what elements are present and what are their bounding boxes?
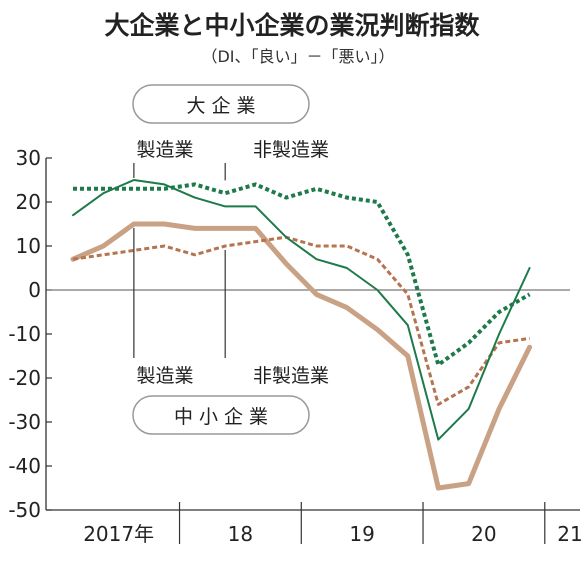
y-tick-label: 10	[16, 234, 41, 258]
y-tick-label: -50	[8, 498, 41, 522]
y-tick-label: 30	[16, 146, 41, 170]
x-year-label: 20	[471, 522, 496, 546]
y-tick-label: -10	[8, 322, 41, 346]
series-line-large-manufacturing	[72, 179, 531, 441]
large-enterprise-label: 大企業	[132, 84, 310, 124]
small-enterprise-pill	[132, 395, 310, 435]
label-large-non-manufacturing: 非製造業	[253, 139, 329, 161]
series-line-small-manufacturing	[70, 221, 533, 491]
small-enterprise-label: 中小企業	[132, 395, 310, 435]
series-layer	[70, 179, 533, 491]
series-line-small-non-manufacturing	[72, 235, 530, 406]
y-tick-label: -20	[8, 366, 41, 390]
y-tick-label: 0	[28, 278, 41, 302]
x-year-label: 2017年	[83, 522, 154, 546]
annotation-layer	[133, 163, 226, 358]
x-year-label: 18	[228, 522, 253, 546]
y-tick-label: 20	[16, 190, 41, 214]
y-tick-label: -40	[8, 454, 41, 478]
label-small-manufacturing: 製造業	[136, 365, 193, 387]
chart-title: 大企業と中小企業の業況判断指数	[104, 11, 480, 40]
label-large-manufacturing: 製造業	[136, 139, 193, 161]
small-enterprise-text: 中小企業	[174, 406, 274, 428]
x-year-label: 21	[557, 522, 582, 546]
chart-subtitle: （DI、「良い」－「悪い」）	[201, 47, 394, 66]
large-enterprise-text: 大企業	[186, 95, 261, 117]
large-enterprise-pill	[132, 84, 310, 124]
grid-layer: 30 20 10 0 -10 -20 -30 -40 -50 2017年 18 19 20 21	[8, 146, 582, 546]
x-year-label: 19	[349, 522, 374, 546]
label-small-non-manufacturing: 非製造業	[253, 365, 329, 387]
series-line-large-non-manufacturing	[73, 182, 531, 367]
y-tick-label: -30	[8, 410, 41, 434]
